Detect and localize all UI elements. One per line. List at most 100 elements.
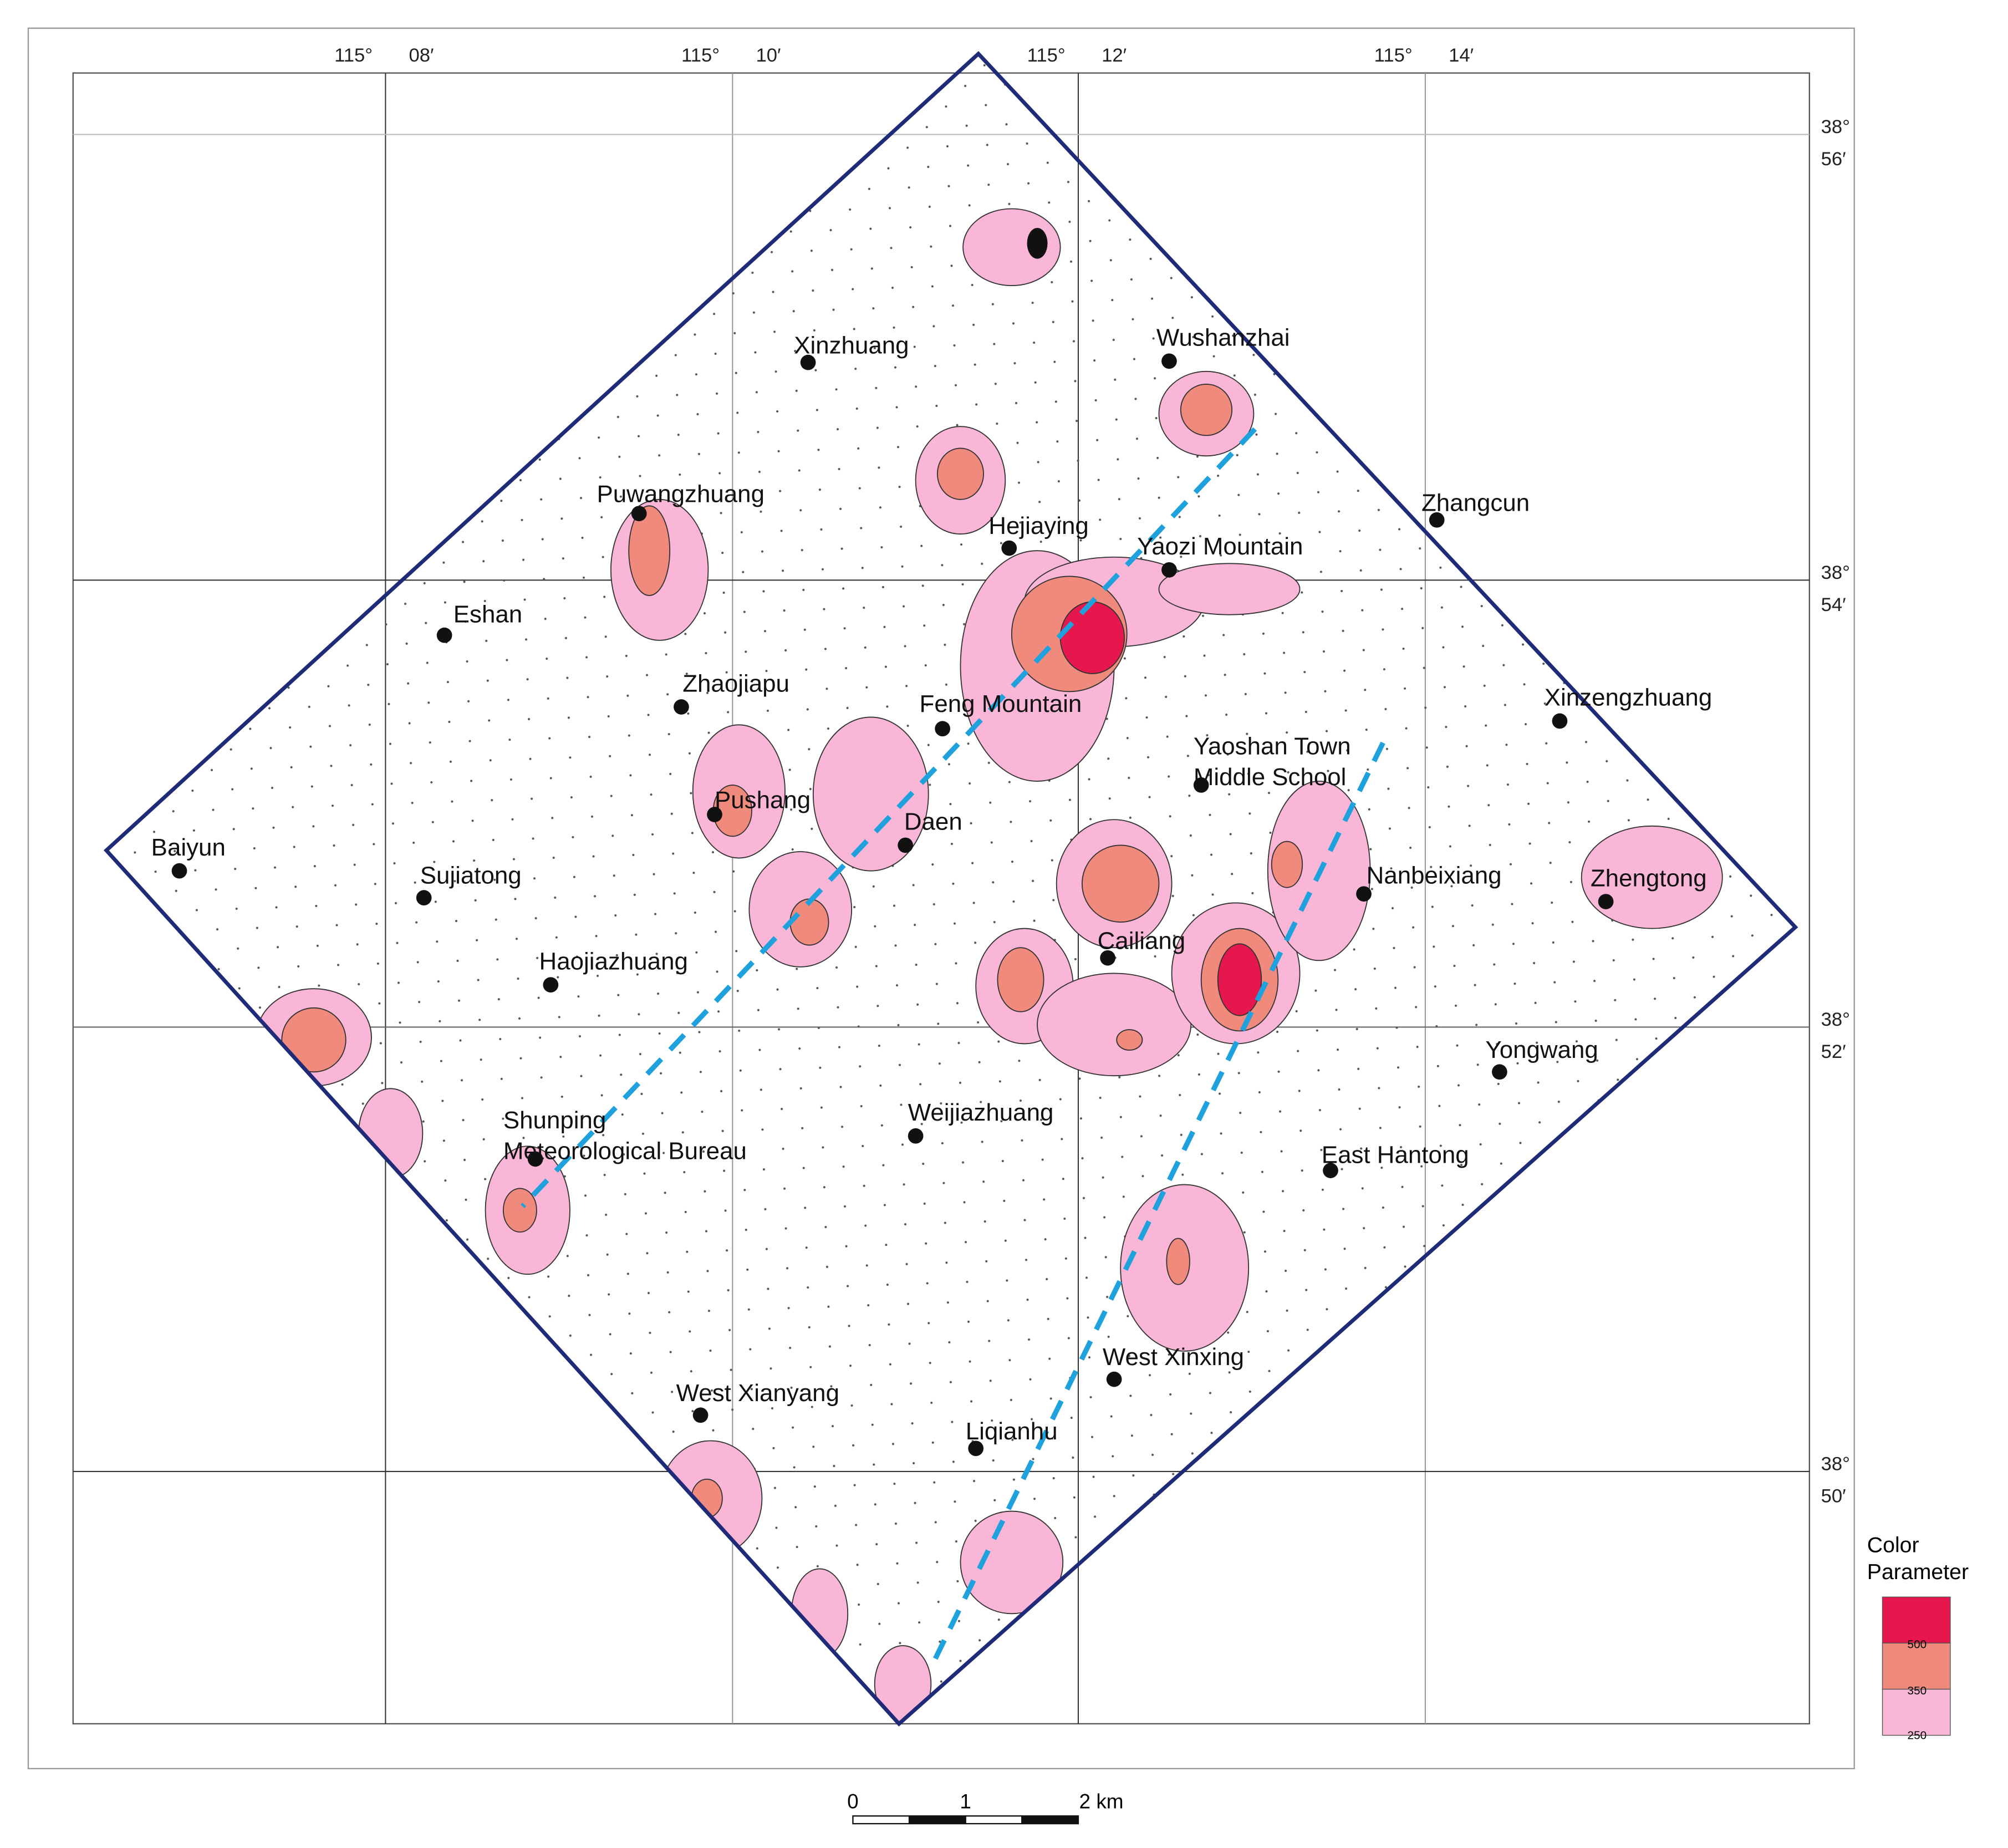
place-label: Yaoshan Town [1194,732,1351,760]
longitude-label: 10′ [756,45,781,66]
grid-labels: 115° 08′ 115° 10′ 115° 12′ 115° 14′ 38° 56′ 38° 54′… [334,45,1850,1506]
places: Xinzhuang Wushanzhai Puwangzhuang Zhangcun H… [151,324,1712,1457]
place-marker [1429,512,1445,528]
place-label: Feng Mountain [920,690,1082,717]
scale-label: 1 [960,1790,971,1813]
place-marker [800,354,816,370]
scale-label: 2 km [1079,1790,1124,1813]
place-marker [968,1440,984,1457]
place-marker [1356,886,1372,902]
anomaly-peak [1027,228,1048,259]
place-label: West Xianyang [676,1379,839,1407]
anomaly-contours [256,208,1723,1723]
place-label: Hejiaying [988,512,1088,539]
fault-lines [521,427,1385,1666]
place-marker [1193,777,1209,793]
legend: Color Parameter 500 350 250 [1867,1533,1969,1742]
survey-boundary [103,51,1798,1727]
place-label: Nanbeixiang [1367,862,1502,889]
place-label: Haojiazhuang [539,948,688,975]
legend-level: 250 [1908,1729,1927,1742]
scale-label: 0 [847,1790,859,1813]
anomaly-red [1217,943,1262,1016]
place-label: Shunping [503,1107,606,1134]
place-label: Daen [904,808,962,836]
anomaly-salmon [997,947,1044,1012]
place-marker [692,1407,709,1423]
anomaly-salmon [1081,844,1160,923]
place-marker [1161,353,1177,369]
longitude-label: 115° [681,45,720,66]
anomaly-pink [960,1510,1064,1615]
place-marker [1100,950,1115,966]
place-marker [1323,1163,1338,1178]
latitude-label: 38° [1821,1454,1850,1475]
legend-level: 500 [1908,1638,1927,1651]
latitude-label: 52′ [1821,1041,1846,1062]
place-marker [1106,1371,1122,1387]
place-label: Zhaojiapu [682,670,789,697]
place-label: Zhengtong [1591,864,1707,892]
anomaly-salmon [1116,1029,1143,1051]
place-label: Eshan [453,601,522,628]
place-label: Xinzhuang [794,332,909,359]
place-label: East Hantong [1322,1141,1469,1168]
place-marker [436,627,452,643]
place-marker [1598,894,1614,909]
anomaly-salmon [1180,384,1233,436]
anomaly-salmon [502,1188,537,1233]
longitude-label: 08′ [409,45,434,66]
place-label: Sujiatong [420,862,522,889]
anomaly-salmon [936,447,984,500]
place-marker [1001,540,1017,556]
legend-swatch [1882,1596,1951,1644]
anomaly-pink [1158,563,1301,615]
place-label: Wushanzhai [1156,324,1290,352]
anomaly-salmon [281,1007,346,1073]
scale-bar: 0 1 2 km [847,1790,1124,1825]
anomaly-salmon [789,898,829,946]
place-label: Baiyun [151,834,226,861]
anomaly-salmon [628,505,671,596]
anomaly-pink [1037,973,1192,1077]
place-marker [1552,713,1568,729]
anomaly-pink [812,716,929,872]
longitude-label: 14′ [1449,45,1474,66]
survey-area-fill [106,54,1796,1724]
place-label: Yongwang [1485,1036,1598,1063]
place-label: Puwangzhuang [597,480,765,507]
place-label: Liqianhu [966,1418,1058,1445]
longitude-label: 115° [1027,45,1066,66]
longitude-label: 115° [1374,45,1413,66]
latitude-label: 56′ [1821,149,1846,170]
place-label: Zhangcun [1421,490,1530,517]
legend-title: Color [1867,1533,1919,1557]
latitude-label: 54′ [1821,594,1846,615]
place-marker [631,506,647,522]
place-marker [898,837,914,853]
anomaly-red [1059,601,1125,674]
anomaly-salmon [1166,1238,1190,1285]
place-label: West Xinxing [1103,1343,1244,1371]
place-label: Cailiang [1098,928,1186,955]
place-marker [1492,1064,1507,1080]
place-marker [543,977,559,993]
legend-title: Parameter [1867,1560,1969,1584]
anomaly-salmon [1271,841,1303,888]
latitude-label: 50′ [1821,1485,1846,1506]
place-label: Yaozi Mountain [1137,533,1303,560]
latitude-label: 38° [1821,116,1850,138]
place-marker [1161,562,1177,578]
place-marker [935,721,950,737]
place-label: Pushang [715,786,811,813]
place-label: Middle School [1194,763,1347,791]
longitude-label: 12′ [1102,45,1127,66]
anomaly-pink [962,208,1061,287]
anomaly-pink [1581,825,1723,929]
longitude-label: 115° [334,45,373,66]
legend-swatch [1882,1688,1951,1736]
place-marker [527,1151,543,1167]
latitude-label: 38° [1821,1009,1850,1030]
place-marker [908,1128,924,1144]
